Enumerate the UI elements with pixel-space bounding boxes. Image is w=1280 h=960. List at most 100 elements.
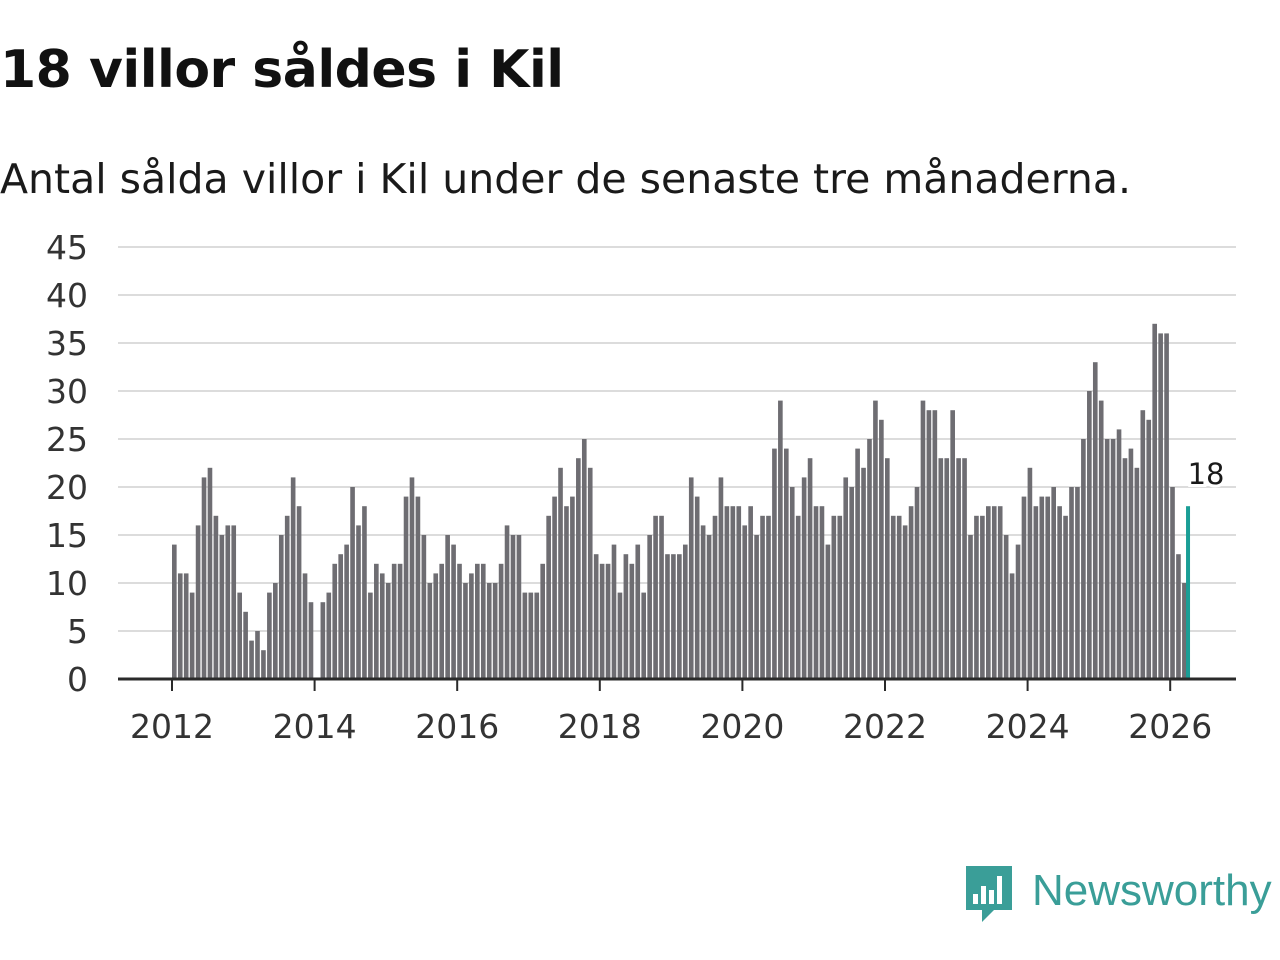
y-axis-tick-labels: 0 5 10 15 20 25 30 35 40 45 — [46, 228, 88, 699]
bar-2016-07 — [492, 583, 498, 679]
bar-2017-01 — [528, 592, 534, 679]
bar-2024-08 — [1069, 487, 1074, 679]
bar-2019-07 — [706, 535, 712, 679]
bar-2017-05 — [552, 496, 557, 679]
bar-2012-07 — [207, 467, 213, 679]
bar-2015-12 — [451, 544, 456, 679]
bar-2013-06 — [273, 583, 278, 679]
bar-2017-12 — [593, 554, 599, 679]
bar-2023-05 — [980, 515, 985, 679]
y-tick-label-35: 35 — [46, 324, 88, 363]
bar-2024-04 — [1045, 496, 1051, 679]
bar-2016-08 — [498, 563, 504, 679]
chart-title: 18 villor såldes i Kil — [0, 40, 564, 100]
bar-2013-12 — [308, 602, 314, 679]
x-tick-label-2020: 2020 — [700, 707, 784, 746]
bar-2017-02 — [534, 592, 540, 679]
bar-2019-04 — [688, 477, 694, 679]
bar-2013-09 — [290, 477, 296, 679]
bar-2025-12 — [1164, 333, 1169, 679]
bar-2023-06 — [986, 506, 991, 679]
bar-2012-03 — [183, 573, 189, 679]
y-tick-label-5: 5 — [67, 612, 88, 651]
bar-2018-05 — [623, 554, 629, 679]
bar-2014-08 — [356, 525, 361, 679]
bar-2013-02 — [249, 640, 254, 679]
bar-2021-07 — [849, 487, 854, 679]
bar-2022-05 — [908, 506, 914, 679]
bar-2024-07 — [1063, 515, 1068, 679]
bar-2024-12 — [1092, 362, 1098, 679]
brand-name: Newsworthy — [1032, 866, 1272, 915]
gridlines — [118, 246, 1236, 632]
bar-2017-07 — [564, 506, 569, 679]
bar-2012-09 — [219, 535, 225, 679]
bar-2016-09 — [504, 525, 510, 679]
bars — [172, 323, 1191, 679]
bar-2015-04 — [403, 496, 409, 679]
bar-2020-05 — [766, 515, 771, 679]
bar-2026-02 — [1176, 554, 1181, 679]
bar-2012-05 — [195, 525, 201, 679]
bar-2020-02 — [748, 506, 753, 679]
bar-2014-11 — [374, 563, 379, 679]
bar-2013-04 — [261, 650, 266, 679]
bar-2025-03 — [1110, 439, 1116, 679]
bar-2012-08 — [213, 515, 219, 679]
y-tick-label-15: 15 — [46, 516, 88, 555]
bar-2016-11 — [516, 535, 522, 679]
bar-2018-04 — [617, 592, 623, 679]
bar-2012-11 — [231, 525, 237, 679]
bar-2016-10 — [510, 535, 516, 679]
bar-2014-03 — [326, 592, 332, 679]
chart-subtitle: Antal sålda villor i Kil under de senast… — [0, 155, 1132, 203]
bar-2022-06 — [914, 487, 920, 679]
x-axis: 2012 2014 2016 2018 2020 2022 2024 2026 — [118, 677, 1236, 746]
bar-2012-04 — [189, 592, 195, 679]
bar-2022-11 — [944, 458, 950, 679]
bar-2019-02 — [677, 554, 682, 679]
bar-2025-06 — [1128, 448, 1134, 679]
annotations: 18 — [1185, 454, 1228, 494]
bar-2025-09 — [1146, 419, 1152, 679]
y-tick-label-45: 45 — [46, 228, 88, 267]
bar-2016-05 — [480, 563, 486, 679]
bar-2024-09 — [1075, 487, 1080, 679]
bar-2018-10 — [653, 515, 658, 679]
bar-2019-03 — [682, 544, 688, 679]
bar-2023-11 — [1015, 544, 1021, 679]
bar-2018-11 — [659, 515, 664, 679]
bar-2015-07 — [421, 535, 427, 679]
bar-2019-01 — [671, 554, 676, 679]
bar-2020-10 — [795, 515, 801, 679]
bar-2022-10 — [938, 458, 944, 679]
bar-2015-08 — [427, 583, 433, 679]
bar-2025-10 — [1152, 323, 1158, 679]
bar-2022-02 — [890, 515, 896, 679]
bar-2017-06 — [558, 467, 563, 679]
x-tick-label-2022: 2022 — [843, 707, 927, 746]
bar-2014-12 — [379, 573, 385, 679]
bar-2024-02 — [1033, 506, 1039, 679]
bar-2022-12 — [950, 410, 955, 679]
bar-2014-02 — [320, 602, 326, 679]
y-tick-label-0: 0 — [67, 660, 88, 699]
bar-2015-02 — [391, 563, 397, 679]
bar-2018-07 — [635, 544, 641, 679]
bar-2012-06 — [201, 477, 207, 679]
bar-2014-05 — [338, 554, 343, 679]
bar-2023-10 — [1009, 573, 1015, 679]
bar-2012-12 — [237, 592, 242, 679]
bar-2016-01 — [457, 563, 462, 679]
bar-2023-01 — [956, 458, 961, 679]
bar-2023-12 — [1021, 496, 1027, 679]
bar-2019-08 — [712, 515, 718, 679]
bar-2019-10 — [724, 506, 730, 679]
bar-2020-08 — [783, 448, 789, 679]
bar-2022-03 — [896, 515, 902, 679]
bar-2018-12 — [665, 554, 670, 679]
bar-2021-04 — [831, 515, 837, 679]
bar-2017-09 — [576, 458, 581, 679]
bar-2021-03 — [825, 544, 831, 679]
bar-2020-03 — [754, 535, 759, 679]
